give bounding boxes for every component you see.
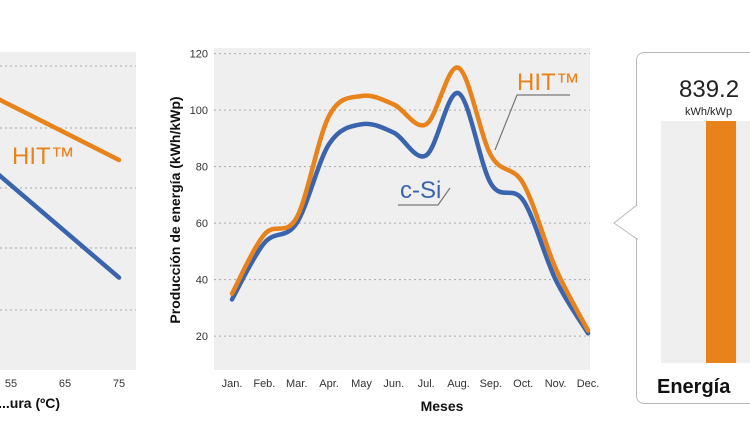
left-x-tick-label: 75 [113, 378, 125, 390]
main-x-tick-label: Oct. [513, 378, 533, 390]
left-x-tick-label: 65 [59, 378, 71, 390]
left-series-line-hit [0, 97, 122, 163]
annual-energy-unit-label: kWh/kWp [685, 106, 732, 118]
main-x-tick-label: May [351, 378, 372, 390]
main-x-tick-label: Apr. [319, 378, 339, 390]
main-x-tick-label: Jan. [222, 378, 243, 390]
annual-energy-bar [706, 121, 736, 363]
main-y-tick-label: 60 [196, 218, 208, 230]
main-chart: 120 100 80 60 40 20 Jan. Feb. Mar. Apr. May Jun. Ju… [167, 48, 600, 414]
series-line-csi [229, 90, 591, 336]
main-x-axis-title: Meses [421, 398, 464, 414]
annual-energy-category-label: Energía [657, 376, 731, 398]
main-y-tick-label: 100 [190, 105, 208, 117]
annual-energy-callout: 839.2 kWh/kWp Energía [636, 52, 750, 404]
left-series-line-csi [0, 172, 122, 280]
main-x-tick-label: Mar. [286, 378, 307, 390]
series-label-csi: c-Si [400, 177, 441, 204]
left-x-tick-label: 55 [5, 378, 17, 390]
main-x-tick-label: Feb. [253, 378, 275, 390]
left-chart: 55 65 75 HIT™ ...ura (ºC) [0, 52, 136, 411]
annual-energy-plot-area [661, 121, 750, 363]
main-y-tick-label: 40 [196, 275, 208, 287]
series-label-hit: HIT™ [517, 69, 580, 96]
main-y-tick-label: 120 [190, 49, 208, 61]
annual-energy-bar-chart: 839.2 kWh/kWp Energía [657, 76, 750, 398]
main-x-tick-label: Jul. [418, 378, 435, 390]
annual-energy-value-label: 839.2 [679, 76, 739, 103]
main-y-axis-title: Producción de energía (kWh/kWp) [167, 96, 183, 323]
left-series-label-hit: HIT™ [12, 143, 75, 170]
hit-callout-line [494, 94, 570, 151]
callout-pointer [613, 205, 638, 240]
main-x-tick-label: Aug. [447, 378, 470, 390]
main-x-tick-label: Jun. [383, 378, 404, 390]
left-x-axis-title: ...ura (ºC) [0, 395, 60, 411]
main-x-tick-label: Sep. [480, 378, 503, 390]
main-x-tick-label: Nov. [545, 378, 567, 390]
main-y-tick-label: 80 [196, 162, 208, 174]
csi-callout-line [398, 187, 451, 206]
series-line-hit [229, 65, 591, 333]
left-chart-plot-area [0, 52, 136, 370]
main-y-tick-label: 20 [196, 331, 208, 343]
main-x-tick-label: Dec. [577, 378, 600, 390]
